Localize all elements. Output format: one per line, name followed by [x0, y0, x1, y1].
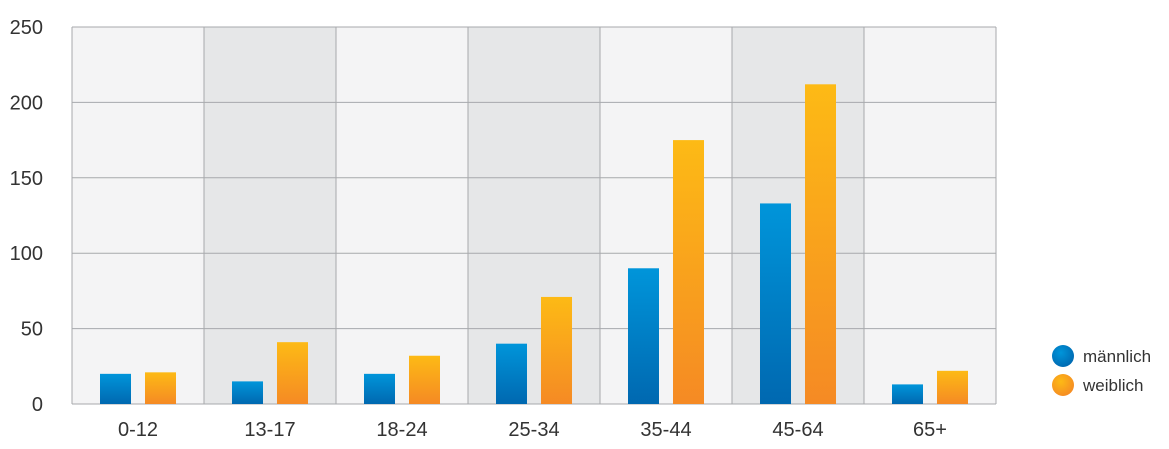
column-bands [72, 27, 996, 404]
bar-weiblich [409, 355, 440, 404]
y-axis: 0 50 100 150 200 250 [10, 17, 43, 416]
bar-maennlich [628, 268, 659, 404]
y-tick-label: 100 [10, 243, 43, 265]
column-band [204, 27, 336, 404]
y-tick-label: 150 [10, 168, 43, 190]
column-band [72, 27, 204, 404]
legend: männlich weiblich [1052, 345, 1151, 396]
bar-maennlich [496, 343, 527, 404]
column-band [864, 27, 996, 404]
bar-weiblich [541, 296, 572, 404]
bar-maennlich [100, 373, 131, 404]
bar-weiblich [937, 370, 968, 404]
bar-maennlich [364, 373, 395, 404]
bar-maennlich [760, 203, 791, 404]
bar-weiblich [805, 84, 836, 404]
x-tick-label: 18-24 [376, 419, 427, 441]
legend-label: weiblich [1082, 376, 1143, 395]
column-band [600, 27, 732, 404]
column-band [732, 27, 864, 404]
y-tick-label: 200 [10, 92, 43, 114]
y-tick-label: 50 [21, 319, 43, 341]
legend-marker [1052, 374, 1074, 396]
column-band [468, 27, 600, 404]
legend-label: männlich [1083, 347, 1151, 366]
x-tick-label: 65+ [913, 419, 947, 441]
bar-weiblich [277, 342, 308, 404]
x-tick-label: 25-34 [508, 419, 559, 441]
bars [100, 84, 968, 404]
column-band [336, 27, 468, 404]
x-tick-label: 0-12 [118, 419, 158, 441]
x-axis: 0-12 13-17 18-24 25-34 35-44 45-64 65+ [118, 419, 947, 441]
bar-weiblich [145, 372, 176, 404]
y-tick-label: 250 [10, 17, 43, 39]
legend-marker [1052, 345, 1074, 367]
x-tick-label: 45-64 [772, 419, 823, 441]
x-tick-label: 35-44 [640, 419, 691, 441]
bar-maennlich [232, 381, 263, 404]
bar-weiblich [673, 140, 704, 404]
bar-maennlich [892, 384, 923, 404]
y-tick-label: 0 [32, 394, 43, 416]
grid-lines [71, 26, 997, 405]
x-tick-label: 13-17 [244, 419, 295, 441]
